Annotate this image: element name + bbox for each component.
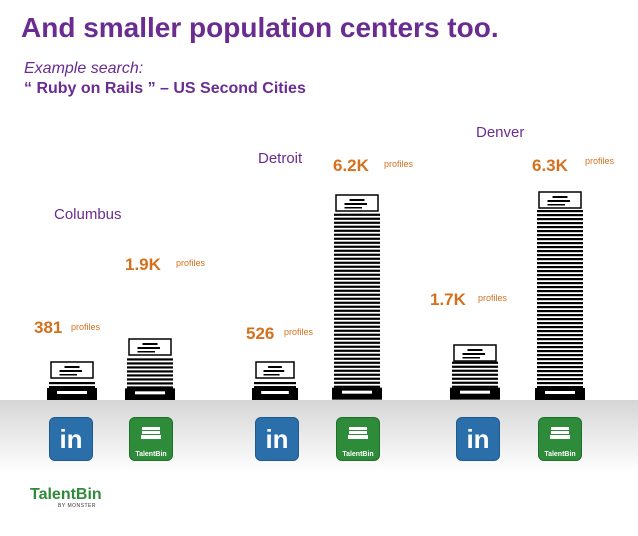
stack-columbus-talentbin (125, 337, 175, 400)
unit-detroit-talentbin: profiles (384, 159, 414, 169)
value-denver-linkedin: 1.7K (430, 290, 466, 309)
paper-stack-graphic (535, 191, 585, 400)
paper-stack-graphic (125, 337, 175, 400)
paper-stack-graphic (252, 361, 298, 400)
example-label: Example search: (24, 60, 144, 77)
value-detroit-talentbin: 6.2K (333, 156, 369, 175)
linkedin-logo-icon: in (49, 417, 93, 461)
unit-denver-linkedin: profiles (478, 293, 508, 303)
unit-detroit-linkedin: profiles (284, 327, 314, 337)
talentbin-logo-icon: TalentBin (538, 417, 582, 461)
paper-stack-graphic (47, 361, 97, 400)
paper-stack-graphic (332, 194, 382, 400)
talentbin-logo-icon: TalentBin (129, 417, 173, 461)
value-columbus-linkedin: 381 (34, 318, 63, 337)
brand-tagline: BY MONSTER (58, 503, 96, 509)
talentbin-logo-icon: TalentBin (336, 417, 380, 461)
city-label-denver: Denver (476, 124, 525, 141)
slide-title: And smaller population centers too. (21, 12, 499, 43)
unit-denver-talentbin: profiles (585, 156, 615, 166)
value-denver-talentbin: 6.3K (532, 156, 568, 175)
unit-columbus-linkedin: profiles (71, 322, 101, 332)
city-label-detroit: Detroit (258, 150, 303, 167)
stack-denver-linkedin (450, 343, 500, 400)
linkedin-logo-icon: in (456, 417, 500, 461)
city-label-columbus: Columbus (54, 206, 122, 223)
stack-detroit-linkedin (252, 360, 298, 400)
value-columbus-talentbin: 1.9K (125, 255, 161, 274)
talentbin-logo-label: TalentBin (342, 451, 374, 458)
brand-logo: TalentBin (30, 486, 102, 503)
floor-gradient (0, 400, 638, 472)
stack-denver-talentbin (535, 190, 585, 400)
unit-columbus-talentbin: profiles (176, 258, 206, 268)
stack-detroit-talentbin (332, 193, 382, 400)
linkedin-logo-icon: in (255, 417, 299, 461)
value-detroit-linkedin: 526 (246, 324, 275, 343)
talentbin-logo-label: TalentBin (544, 451, 576, 458)
search-query: “ Ruby on Rails ” – US Second Cities (24, 80, 306, 97)
talentbin-logo-label: TalentBin (135, 451, 167, 458)
stack-columbus-linkedin (47, 360, 97, 400)
paper-stack-graphic (450, 344, 500, 400)
